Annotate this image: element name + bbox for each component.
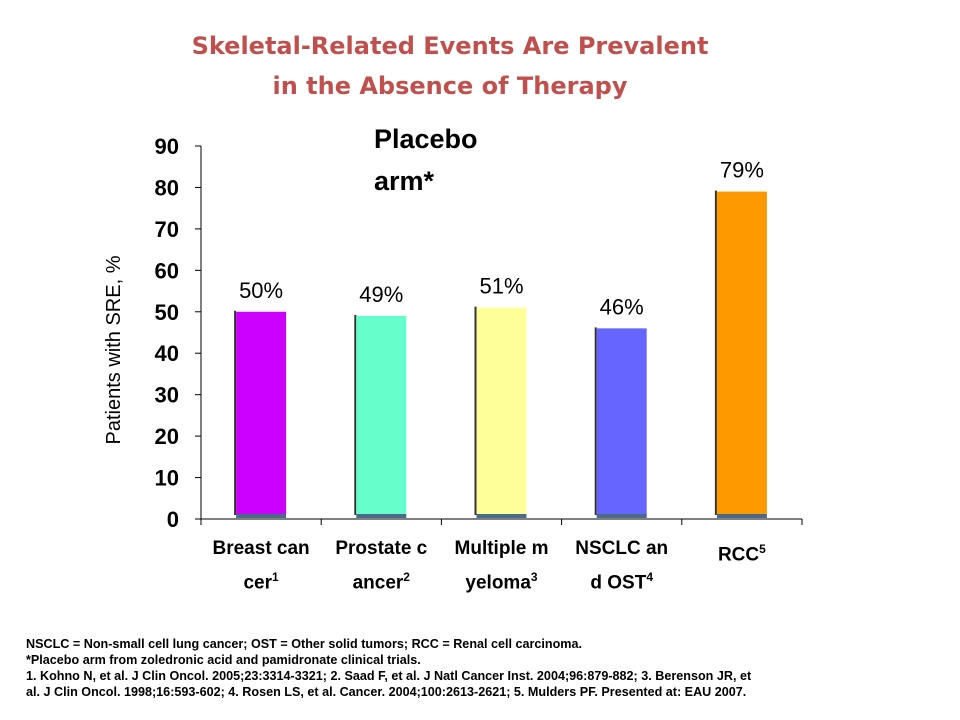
x-category-text: Multiple myeloma xyxy=(454,538,549,594)
y-tick-label: 40 xyxy=(155,341,179,366)
bar xyxy=(596,328,647,515)
bar-base xyxy=(596,514,647,518)
bar-edge xyxy=(234,310,237,515)
x-category-text: RCC xyxy=(717,544,760,566)
y-tick-label: 30 xyxy=(155,383,179,408)
bar-base xyxy=(716,514,767,518)
bar-base xyxy=(236,514,287,518)
x-category-label: Multiple myeloma3 xyxy=(452,535,552,597)
bar-base xyxy=(356,514,407,518)
bar xyxy=(476,307,527,515)
y-tick-label: 80 xyxy=(155,175,179,200)
bar-edge xyxy=(354,314,357,515)
bar-value-label: 49% xyxy=(359,282,403,307)
footnote-references-2: al. J Clin Oncol. 1998;16:593-602; 4. Ro… xyxy=(26,685,747,699)
bar-value-label: 46% xyxy=(600,294,644,319)
y-tick-label: 60 xyxy=(155,258,179,283)
bar xyxy=(716,191,767,516)
x-category-ref: 3 xyxy=(530,570,538,584)
bar-edge xyxy=(594,327,597,515)
y-tick-label: 10 xyxy=(155,466,179,491)
bar xyxy=(356,315,407,515)
y-tick-label: 70 xyxy=(155,217,179,242)
chart-title: Skeletal-Related Events Are Prevalent in… xyxy=(0,26,900,106)
bar-base xyxy=(476,514,527,518)
footnote-placebo: *Placebo arm from zoledronic acid and pa… xyxy=(26,653,421,667)
x-category-label: Prostate cancer2 xyxy=(331,535,431,597)
annotation-line-2: arm* xyxy=(374,166,435,196)
x-category-label: Breast cancer1 xyxy=(211,535,311,597)
bar-value-label: 50% xyxy=(239,278,283,303)
y-tick-label: 50 xyxy=(155,300,179,325)
footnote-abbreviations: NSCLC = Non-small cell lung cancer; OST … xyxy=(26,637,583,651)
footnotes: NSCLC = Non-small cell lung cancer; OST … xyxy=(26,636,956,700)
x-category-ref: 4 xyxy=(646,570,653,584)
bar-edge xyxy=(714,190,717,516)
placebo-annotation: Placebo arm* xyxy=(374,118,478,202)
x-category-text: Prostate cancer xyxy=(335,538,428,594)
x-category-ref: 1 xyxy=(272,570,279,584)
x-category-text: NSCLC and OST xyxy=(575,538,669,594)
annotation-line-1: Placebo xyxy=(374,124,478,154)
x-category-ref: 2 xyxy=(403,570,410,584)
bar-value-label: 79% xyxy=(720,158,764,183)
bar xyxy=(236,311,287,515)
x-category-ref: 5 xyxy=(759,542,766,556)
y-tick-label: 0 xyxy=(167,507,179,532)
y-tick-label: 20 xyxy=(155,424,179,449)
x-category-text: Breast cancer xyxy=(212,538,310,594)
chart-title-line-1: Skeletal-Related Events Are Prevalent xyxy=(191,32,709,60)
bar-edge xyxy=(474,306,477,515)
y-tick-label: 90 xyxy=(155,134,179,159)
x-category-label: RCC5 xyxy=(692,535,792,569)
bar-value-label: 51% xyxy=(479,274,523,299)
chart-title-line-2: in the Absence of Therapy xyxy=(272,72,628,100)
x-category-label: NSCLC and OST4 xyxy=(572,535,672,597)
footnote-references-1: 1. Kohno N, et al. J Clin Oncol. 2005;23… xyxy=(26,669,752,683)
